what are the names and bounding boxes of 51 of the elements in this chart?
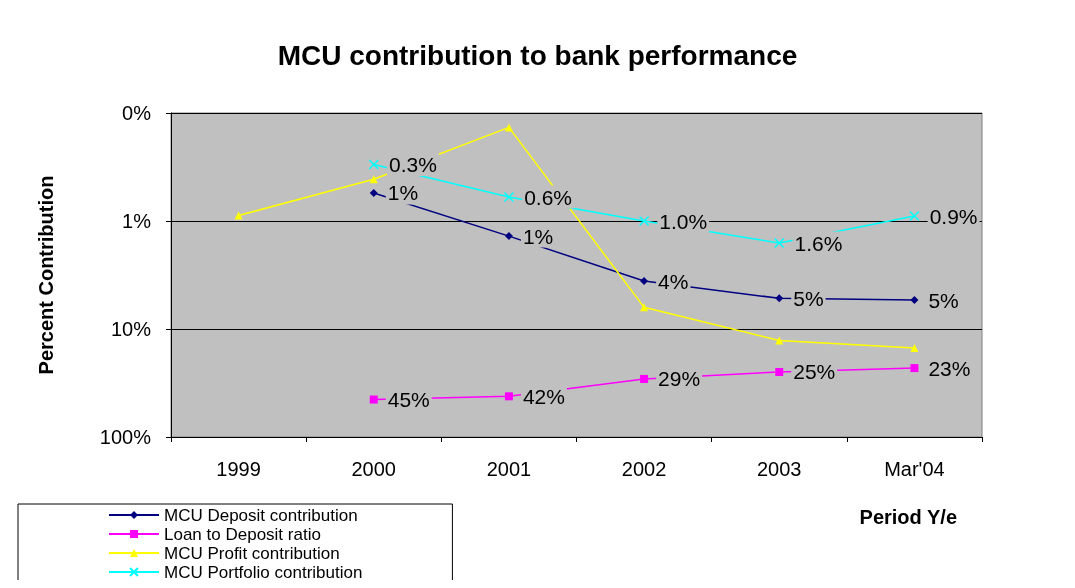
legend-label: Loan to Deposit ratio (164, 524, 321, 544)
point (369, 188, 378, 197)
point (504, 392, 513, 401)
point (910, 344, 919, 353)
x-axis-title: Period Y/e (859, 506, 957, 528)
data-label: 1.6% (794, 231, 843, 255)
x-tick-label: 2000 (351, 458, 396, 480)
x-tick-label: 1999 (216, 458, 261, 480)
data-label: 45% (387, 388, 430, 412)
data-label: 0.3% (389, 153, 437, 177)
y-axis-title: Percent Contribution (35, 175, 57, 375)
y-tick-label: 0% (122, 102, 152, 124)
data-label: 1% (522, 224, 554, 248)
data-label: 1% (387, 181, 419, 205)
x-tick-label: 2002 (621, 458, 667, 480)
y-tick-label: 10% (110, 318, 152, 340)
x-tick-label: Mar'04 (884, 458, 945, 480)
point (775, 294, 784, 303)
point (910, 364, 919, 373)
point (234, 211, 243, 220)
point (640, 374, 649, 383)
point (640, 277, 649, 286)
y-tick-label: 100% (99, 426, 152, 448)
point (640, 303, 649, 312)
legend-label: MCU Deposit contribution (164, 505, 358, 525)
point (909, 210, 920, 222)
point (775, 336, 784, 345)
point (775, 367, 784, 376)
point (638, 215, 650, 227)
x-tick-label: 2003 (757, 458, 802, 480)
point (369, 395, 378, 404)
data-label: 4% (658, 269, 689, 293)
data-label: 1.0% (659, 209, 708, 233)
data-label: 42% (522, 384, 565, 408)
data-label: 5% (793, 286, 824, 310)
legend-label: MCU Profit contribution (164, 543, 340, 563)
y-tick-label: 1% (122, 210, 152, 232)
data-label: 5% (928, 288, 959, 312)
point (368, 159, 379, 170)
data-label: 0.9% (929, 204, 978, 228)
data-label: 23% (928, 356, 971, 380)
point (503, 191, 515, 203)
data-label: 25% (793, 360, 836, 384)
x-tick-label: 2001 (486, 458, 532, 480)
legend-label: MCU Portfolio contribution (164, 562, 363, 582)
data-label: 29% (658, 367, 701, 391)
data-label: 0.6% (524, 185, 573, 209)
point (774, 237, 785, 249)
point (504, 232, 513, 241)
chart-title: MCU contribution to bank performance (277, 39, 798, 71)
point (910, 296, 919, 305)
